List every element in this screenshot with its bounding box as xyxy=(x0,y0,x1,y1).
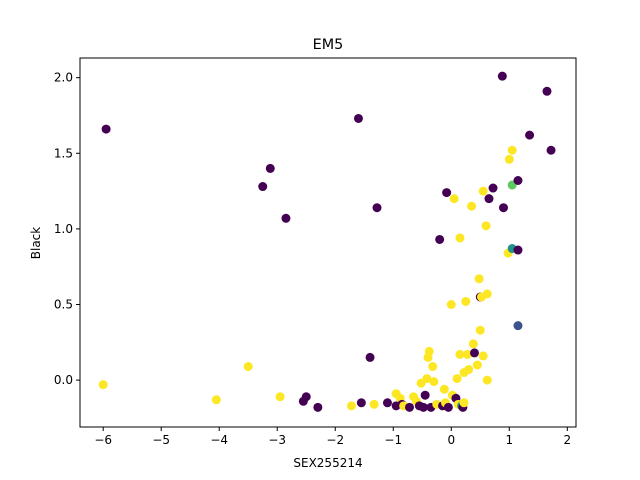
data-point xyxy=(435,234,445,244)
data-point xyxy=(275,392,285,402)
x-tick-label: −1 xyxy=(384,433,402,447)
data-point xyxy=(98,380,108,390)
data-point xyxy=(443,402,453,412)
x-tick-label: −4 xyxy=(210,433,228,447)
data-point xyxy=(455,233,465,243)
data-point xyxy=(455,349,465,359)
plot-frame xyxy=(79,57,577,428)
data-point xyxy=(504,154,514,164)
data-point xyxy=(346,401,356,411)
data-point xyxy=(446,300,456,309)
data-point xyxy=(472,360,482,370)
data-point xyxy=(459,398,469,408)
data-point xyxy=(424,346,434,356)
data-point xyxy=(497,71,507,81)
data-point xyxy=(211,395,221,405)
data-point xyxy=(369,399,379,409)
data-point xyxy=(482,375,492,385)
data-point xyxy=(452,374,462,384)
data-point xyxy=(353,113,363,123)
data-point xyxy=(463,349,473,359)
x-tick-label: 0 xyxy=(447,433,455,447)
chart-title: EM5 xyxy=(313,37,344,53)
data-point xyxy=(382,398,392,408)
data-point xyxy=(365,352,375,362)
data-point xyxy=(507,145,517,155)
data-point xyxy=(265,163,275,173)
x-axis-label: SEX255214 xyxy=(293,456,362,470)
y-tick-label: 2.0 xyxy=(54,71,73,85)
data-point xyxy=(475,325,485,335)
data-point xyxy=(442,188,452,198)
y-tick-label: 0.5 xyxy=(54,298,73,312)
data-point xyxy=(372,203,382,213)
y-tick-label: 1.5 xyxy=(54,146,73,160)
x-tick-label: −2 xyxy=(326,433,344,447)
data-point xyxy=(281,213,291,223)
data-point xyxy=(481,221,491,231)
data-point xyxy=(542,86,552,96)
x-tick-label: −6 xyxy=(94,433,112,447)
data-point xyxy=(513,321,523,331)
data-point xyxy=(498,203,508,213)
data-point xyxy=(464,365,474,375)
data-point xyxy=(449,194,459,204)
x-tick-label: 2 xyxy=(563,433,571,447)
data-point xyxy=(420,390,430,400)
data-point xyxy=(429,377,439,387)
data-point xyxy=(313,402,323,412)
data-point xyxy=(478,351,488,361)
data-point xyxy=(439,384,449,394)
data-point xyxy=(422,374,432,384)
data-point xyxy=(468,339,478,349)
y-tick-label: 0.0 xyxy=(54,373,73,387)
y-axis-label: Black xyxy=(29,227,43,260)
data-point xyxy=(469,348,479,358)
points-layer xyxy=(98,71,556,412)
data-point xyxy=(513,176,523,185)
data-point xyxy=(101,124,111,134)
data-point xyxy=(461,296,471,306)
data-point xyxy=(428,362,438,372)
data-point xyxy=(243,362,253,372)
x-tick-label: −3 xyxy=(268,433,286,447)
data-point xyxy=(418,402,428,412)
data-point xyxy=(356,398,366,408)
data-point xyxy=(258,182,268,192)
x-axis-ticks: −6 −5 −4 −3 −2 −1 0 1 2 xyxy=(94,427,571,447)
data-point xyxy=(513,245,523,255)
data-point xyxy=(405,402,415,412)
x-tick-label: −5 xyxy=(152,433,170,447)
y-tick-label: 1.0 xyxy=(54,222,73,236)
data-point xyxy=(474,274,484,284)
y-axis-ticks: 0.0 0.5 1.0 1.5 2.0 xyxy=(54,71,80,387)
data-point xyxy=(482,289,492,299)
x-tick-label: 1 xyxy=(505,433,513,447)
data-point xyxy=(488,183,498,193)
data-point xyxy=(546,145,556,155)
data-point xyxy=(301,392,311,402)
data-point xyxy=(467,201,477,211)
data-point xyxy=(484,194,494,204)
data-point xyxy=(478,186,488,196)
data-point xyxy=(525,130,535,140)
